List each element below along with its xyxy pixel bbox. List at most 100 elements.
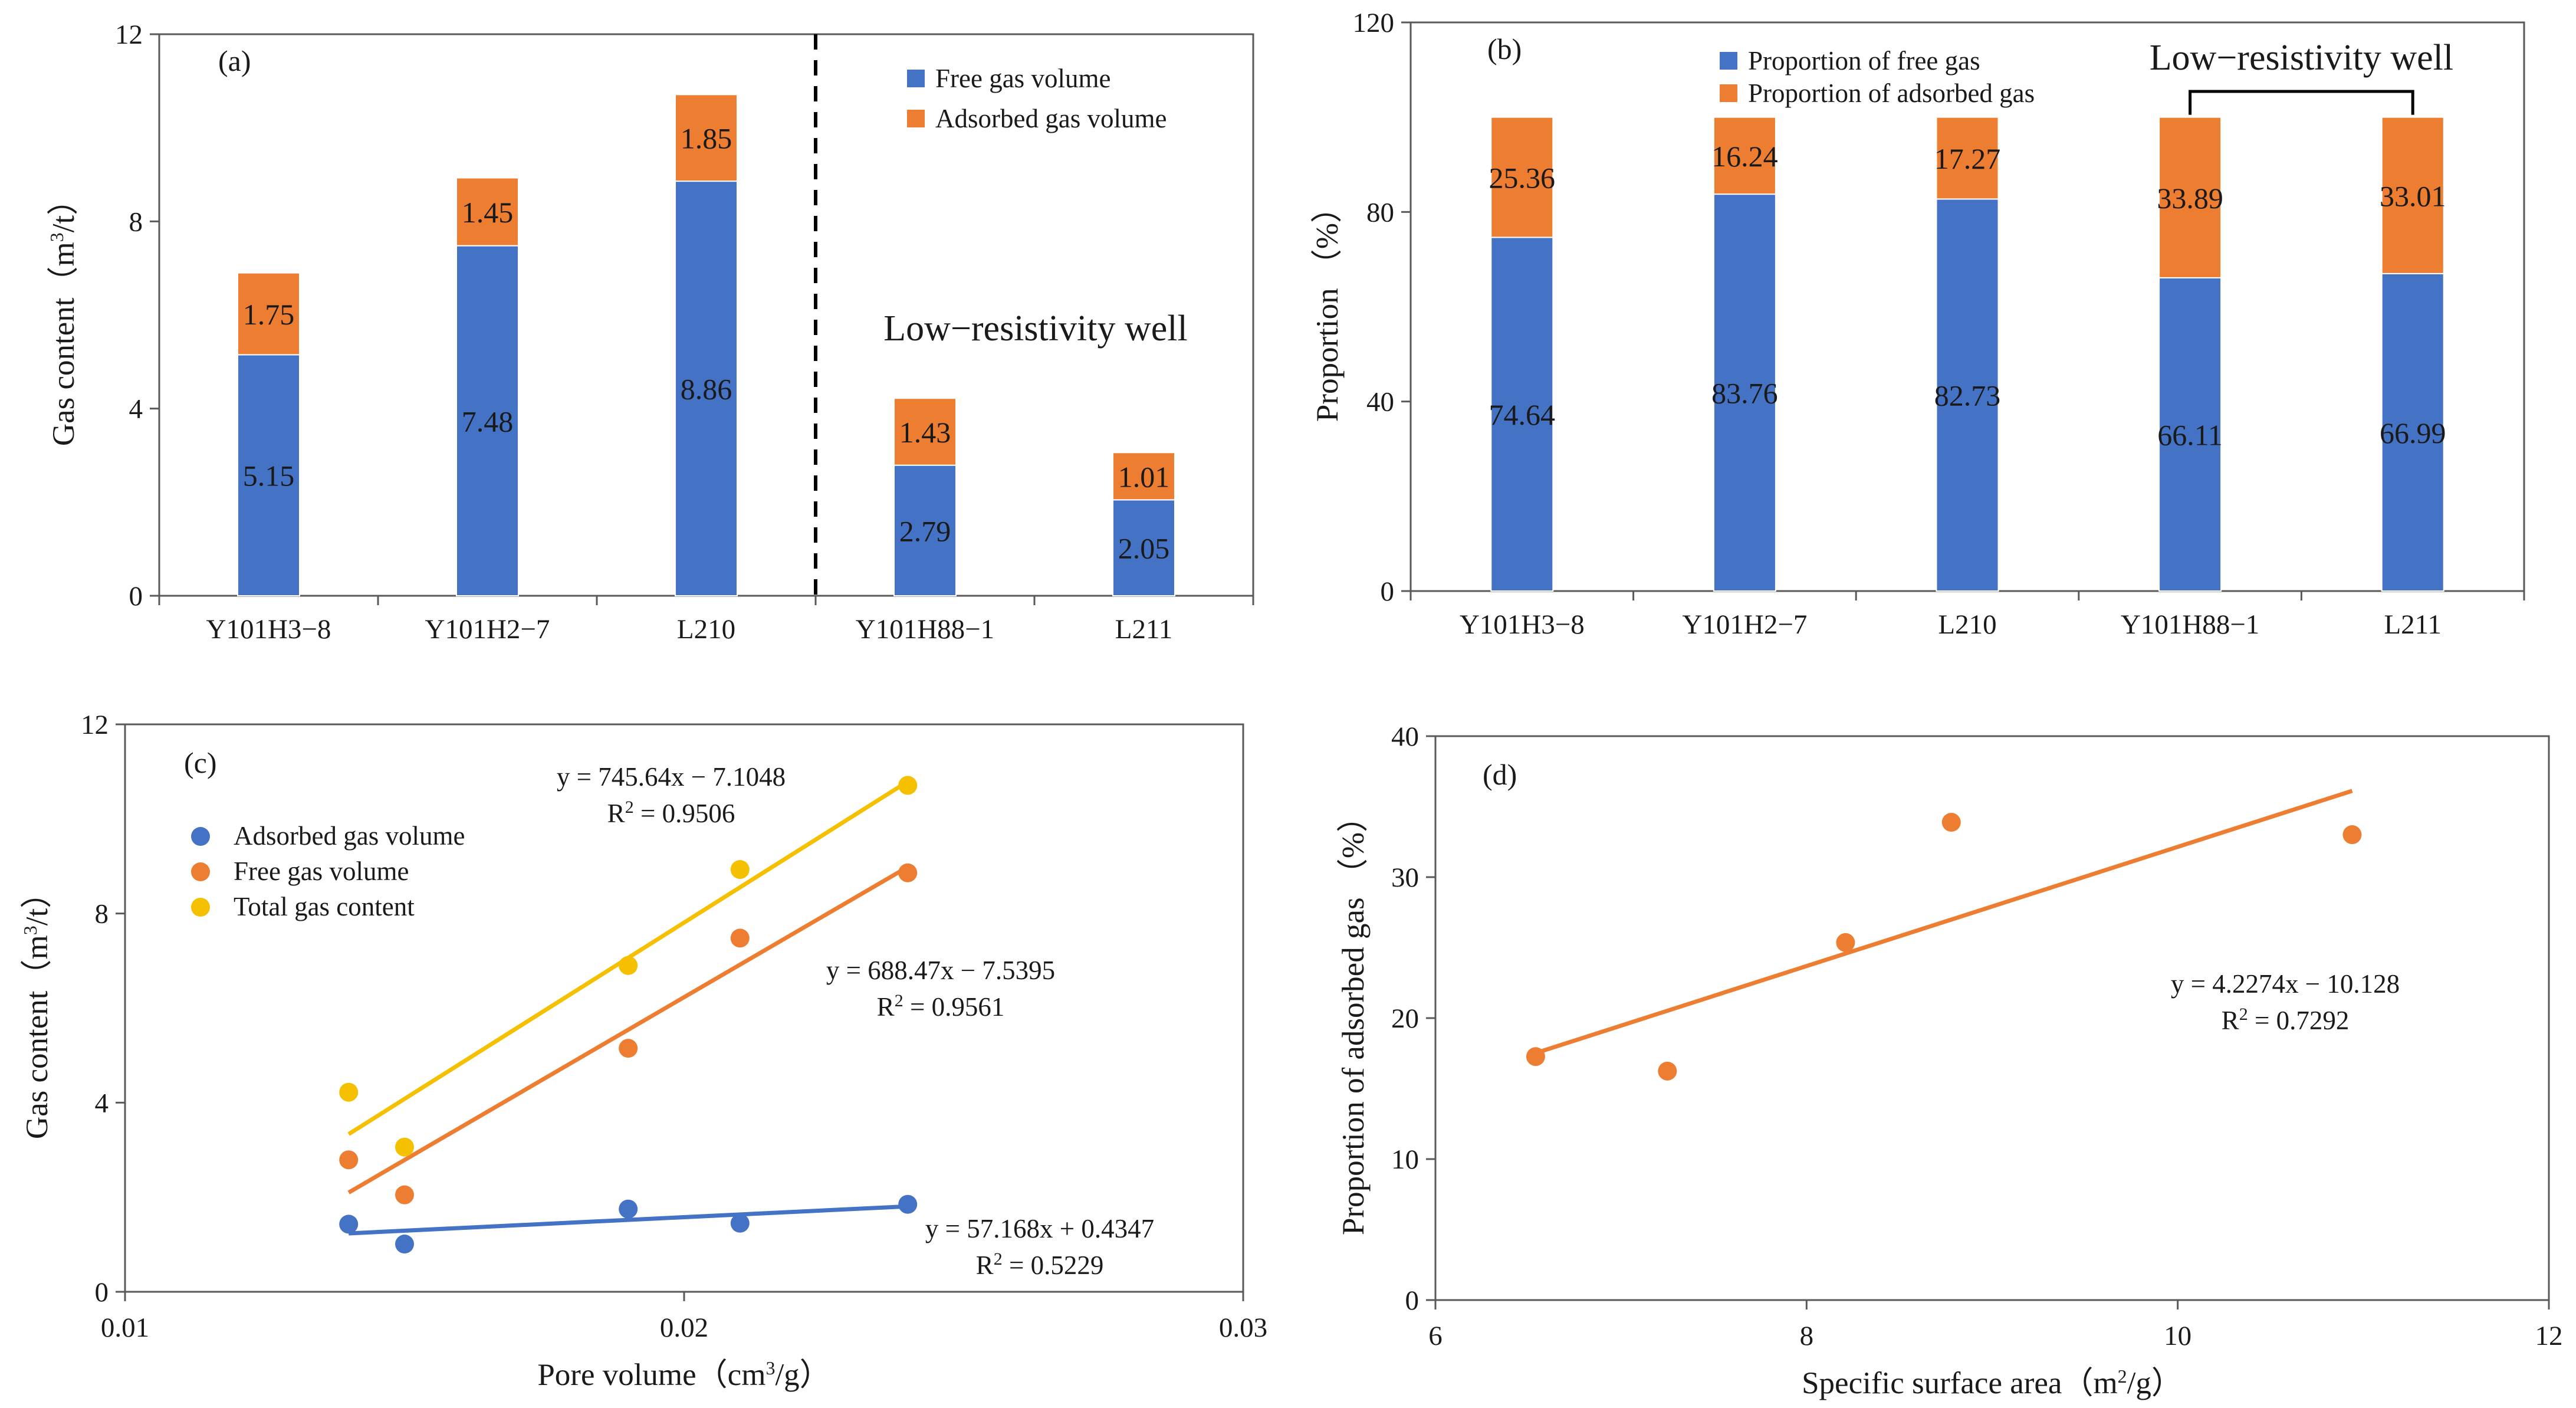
chart-a-bar-value-label: 7.48 [462,405,514,438]
chart-d-point [1941,813,1961,832]
chart-a-bar-value-label: 1.43 [899,416,951,449]
chart-a-bar-adsorbed [675,94,738,182]
chart-a-bar-free [456,245,519,596]
chart-c-x-axis-label: Pore volume（cm3/g） [537,1357,830,1392]
chart-b-category-label: Y101H3−8 [1460,609,1585,640]
chart-a-bar-free [237,354,300,597]
chart-d-point [2342,825,2362,845]
chart-c-r2: R2 = 0.5229 [976,1249,1104,1281]
chart-c-r2: R2 = 0.9561 [877,991,1005,1022]
chart-c-xtick-label: 0.02 [660,1312,708,1343]
chart-c-r2-sup: 2 [895,991,903,1010]
chart-b-bar-value-label: 66.11 [2157,418,2223,451]
chart-c-point [395,1185,414,1204]
chart-c-r2-value: = 0.9561 [903,992,1005,1022]
chart-a-bar-value-label: 1.85 [681,122,732,155]
chart-c-equation: y = 745.64x − 7.1048 [557,762,786,792]
chart-a-bar-value-label: 5.15 [243,460,295,493]
chart-c-xtick-label: 0.03 [1219,1312,1267,1343]
chart-d-xtick-label: 10 [2164,1321,2191,1351]
chart-b-category-label: Y101H88−1 [2121,609,2259,640]
chart-b-ytick-label: 120 [1353,8,1395,38]
chart-a-y-axis-label-part: /t） [47,184,81,232]
chart-c-point [395,1235,414,1254]
chart-b-category-label: L210 [1938,609,1996,640]
chart-d-point [1658,1061,1677,1081]
chart-d-ytick-label: 40 [1391,721,1419,752]
chart-b-legend-label: Proportion of free gas [1748,46,1980,76]
chart-a-bar-free [893,464,957,596]
chart-a-bar-value-label: 1.01 [1118,460,1170,493]
chart-b-bar-free [2158,277,2222,592]
chart-c-trendline [349,1204,908,1236]
chart-d-xtick-label: 8 [1800,1321,1814,1351]
chart-c-legend-label: Adsorbed gas volume [234,821,465,851]
chart-a-bar-value-label: 2.05 [1118,532,1170,565]
chart-a-bar-adsorbed [237,272,300,356]
chart-a-category-label: L210 [677,614,735,645]
chart-c-equation: y = 57.168x + 0.4347 [925,1214,1154,1243]
chart-c-point [339,1082,359,1102]
chart-c-r2-sup: 2 [994,1249,1003,1269]
chart-d-y-axis-label-part: Proportion of adsorbed gas （%） [1336,801,1371,1235]
chart-b-legend-swatch [1720,52,1737,70]
chart-d-point [1526,1047,1545,1066]
chart-b-bar-adsorbed [1713,116,1776,195]
chart-d-ytick-label: 10 [1391,1144,1419,1175]
chart-c-r2-value: = 0.5229 [1003,1251,1104,1280]
chart-a-category-label: Y101H88−1 [856,614,994,645]
chart-d-x-axis-label-part: 2 [2118,1366,2127,1387]
chart-a-legend-label: Free gas volume [935,64,1110,93]
chart-b-bar-free [1713,193,1776,592]
chart-a-bar-adsorbed [893,398,957,466]
chart-c-point [898,1194,918,1214]
chart-c-point [730,1213,750,1233]
chart-b-bar-value-label: 16.24 [1711,140,1778,173]
chart-a-legend-swatch [907,70,925,87]
chart-c-y-axis-label-part: /t） [20,877,54,925]
chart-b-bar-free [2381,273,2444,592]
chart-b-bar-adsorbed [1490,116,1554,238]
chart-d-x-axis-label-part: Specific surface area（m [1802,1366,2118,1400]
chart-a-ytick-label: 8 [129,206,143,237]
chart-b-y-axis-label-part: Proportion （%） [1310,192,1345,422]
chart-b-bar-adsorbed [1936,116,1999,200]
chart-a-y-axis-label: Gas content（m3/t） [46,184,81,446]
chart-c-y-axis-label-part: Gas content（m [20,935,54,1139]
chart-b-bar-value-label: 82.73 [1934,379,2001,412]
chart-c-ytick-label: 0 [95,1277,109,1308]
chart-b-y-axis-label: Proportion （%） [1310,192,1345,422]
chart-c-ytick-label: 4 [95,1088,109,1118]
chart-b-bar-value-label: 33.01 [2380,179,2446,212]
chart-b-bar-value-label: 17.27 [1934,142,2001,175]
chart-c-legend-marker [191,898,210,917]
chart-d-r2-value: = 0.7292 [2248,1006,2350,1035]
chart-b-bar-value-label: 83.76 [1711,377,1778,410]
chart-d-ytick-label: 20 [1391,1003,1419,1034]
chart-b-annotation: Low−resistivity well [2150,38,2453,78]
chart-a-bar-value-label: 2.79 [899,514,951,547]
chart-a-bar-value-label: 8.86 [681,373,732,406]
chart-d-r2-sup: 2 [2239,1005,2248,1024]
chart-a-y-axis-label-part: Gas content（m [47,242,81,446]
chart-d-panel-label: (d) [1483,758,1517,791]
chart-b-panel-label: (b) [1487,32,1522,65]
chart-c-y-axis-label-part: 3 [19,925,41,935]
chart-d-y-axis-label: Proportion of adsorbed gas （%） [1336,801,1371,1235]
chart-d-r2: R2 = 0.7292 [2222,1005,2350,1036]
chart-c-r2-value: = 0.9506 [634,799,735,828]
chart-b-bar-value-label: 66.99 [2380,416,2446,449]
chart-c-point [339,1150,359,1170]
chart-a-bar-free [675,180,738,596]
chart-c-r2: R2 = 0.9506 [607,797,735,829]
chart-c-legend-marker [191,862,210,881]
chart-b-bracket [2189,90,2414,115]
chart-c-x-axis-label-part: /g） [775,1358,830,1392]
chart-d-r2-label: R [2222,1006,2239,1035]
chart-c-point [898,776,918,795]
chart-c-point [730,928,750,948]
chart-c-xtick-label: 0.01 [101,1312,149,1343]
chart-d-frame [1434,735,2550,1301]
chart-c-trendline [347,865,909,1194]
